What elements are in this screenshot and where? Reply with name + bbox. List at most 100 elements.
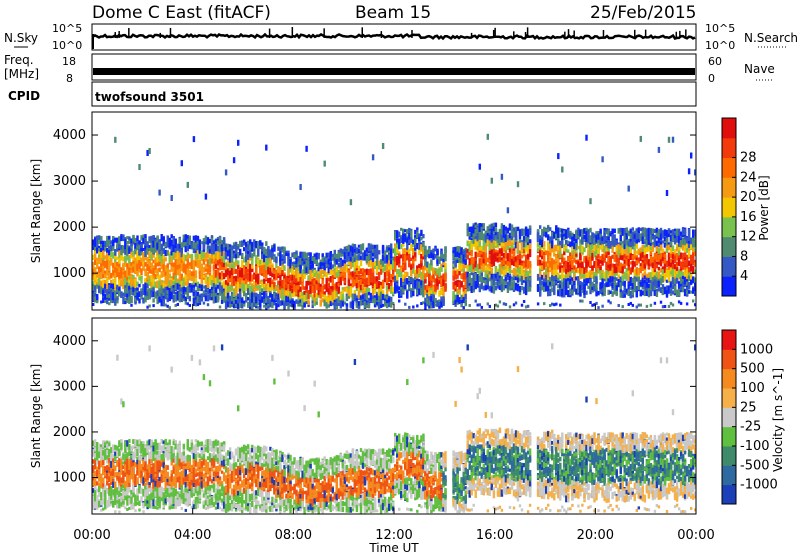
heatmap-cell [490, 286, 494, 293]
heatmap-cell [496, 273, 500, 280]
heatmap-cell [136, 292, 139, 300]
heatmap-cell [402, 264, 405, 273]
heatmap-cell [536, 229, 540, 233]
heatmap-cell [184, 296, 188, 301]
heatmap-cell [406, 252, 409, 256]
heatmap-cell [162, 255, 165, 263]
heatmap-cell [241, 272, 244, 278]
heatmap-cell [543, 277, 546, 283]
heatmap-cell [452, 252, 455, 259]
heatmap-cell [118, 257, 121, 264]
heatmap-cell [265, 250, 268, 257]
heatmap-cell [406, 278, 409, 283]
heatmap-cell [460, 282, 463, 288]
heatmap-cell [547, 271, 550, 279]
heatmap-cell [484, 258, 488, 266]
heatmap-cell [369, 292, 373, 301]
heatmap-cell [504, 280, 508, 285]
heatmap-cell [357, 290, 361, 299]
heatmap-cell [351, 294, 355, 301]
heatmap-cell [547, 263, 550, 267]
heatmap-cell [363, 273, 367, 279]
heatmap-cell [299, 299, 302, 303]
heatmap-cell [130, 288, 133, 296]
heatmap-cell [482, 242, 486, 251]
heatmap-cell [178, 238, 182, 245]
heatmap-cell [327, 252, 331, 257]
heatmap-cell [373, 299, 377, 306]
heatmap-cell [162, 287, 165, 293]
heatmap-cell [365, 247, 369, 252]
heatmap-cell [349, 251, 353, 258]
heatmap-cell [263, 301, 266, 305]
heatmap-cell [249, 245, 252, 252]
heatmap-cell [522, 300, 526, 303]
heatmap-cell [333, 256, 337, 261]
heatmap-cell [390, 264, 393, 270]
heatmap-cell [241, 268, 244, 275]
heatmap-cell [365, 287, 369, 294]
heatmap-cell [148, 148, 151, 154]
heatmap-cell [510, 236, 514, 241]
heatmap-cell [124, 247, 127, 255]
heatmap-cell [305, 289, 308, 294]
heatmap-cell [275, 256, 278, 264]
heatmap-cell [253, 302, 256, 308]
heatmap-cell [198, 262, 202, 268]
heatmap-cell [402, 236, 405, 242]
heatmap-cell [426, 249, 429, 258]
heatmap-cell [315, 292, 318, 299]
heatmap-cell [108, 293, 111, 299]
heatmap-cell [561, 238, 564, 246]
heatmap-cell [474, 255, 477, 262]
heatmap-cell [319, 287, 322, 292]
heatmap-cell [146, 150, 149, 156]
heatmap-cell [470, 243, 473, 250]
heatmap-cell [275, 269, 278, 277]
heatmap-cell [323, 294, 326, 300]
heatmap-cell [498, 254, 502, 263]
heatmap-cell [253, 281, 256, 285]
heatmap-cell [118, 273, 121, 279]
heatmap-cell [464, 259, 467, 265]
heatmap-cell [460, 263, 463, 270]
heatmap-cell [102, 297, 105, 303]
heatmap-cell [307, 275, 310, 281]
heatmap-cell [522, 235, 526, 243]
heatmap-cell [329, 295, 333, 300]
heatmap-cell [228, 274, 232, 279]
heatmap-cell [549, 288, 552, 297]
heatmap-cell [315, 253, 318, 260]
heatmap-cell [152, 304, 155, 308]
heatmap-cell [361, 278, 365, 283]
heatmap-cell [257, 241, 260, 249]
heatmap-cell [237, 265, 240, 269]
heatmap-cell [158, 261, 161, 266]
heatmap-cell [369, 277, 373, 283]
heatmap-cell [504, 302, 508, 306]
heatmap-cell [506, 240, 510, 246]
heatmap-cell [259, 299, 262, 308]
heatmap-cell [98, 248, 101, 252]
heatmap-cell [301, 261, 304, 266]
heatmap-cell [486, 226, 490, 234]
heatmap-cell [496, 239, 500, 247]
heatmap-cell [500, 248, 504, 257]
heatmap-cell [96, 261, 99, 270]
heatmap-cell [182, 263, 186, 271]
heatmap-cell [243, 280, 246, 284]
heatmap-cell [263, 304, 266, 308]
heatmap-cell [148, 278, 151, 287]
heatmap-cell [202, 242, 206, 250]
heatmap-cell [208, 272, 212, 277]
heatmap-cell [140, 247, 143, 252]
heatmap-cell [385, 247, 389, 252]
heatmap-cell [524, 268, 528, 276]
heatmap-cell [106, 277, 109, 283]
heatmap-cell [506, 276, 510, 281]
heatmap-cell [516, 248, 520, 254]
heatmap-cell [331, 292, 335, 300]
heatmap-cell [406, 256, 409, 261]
heatmap-cell [412, 290, 415, 297]
heatmap-cell [351, 257, 355, 264]
